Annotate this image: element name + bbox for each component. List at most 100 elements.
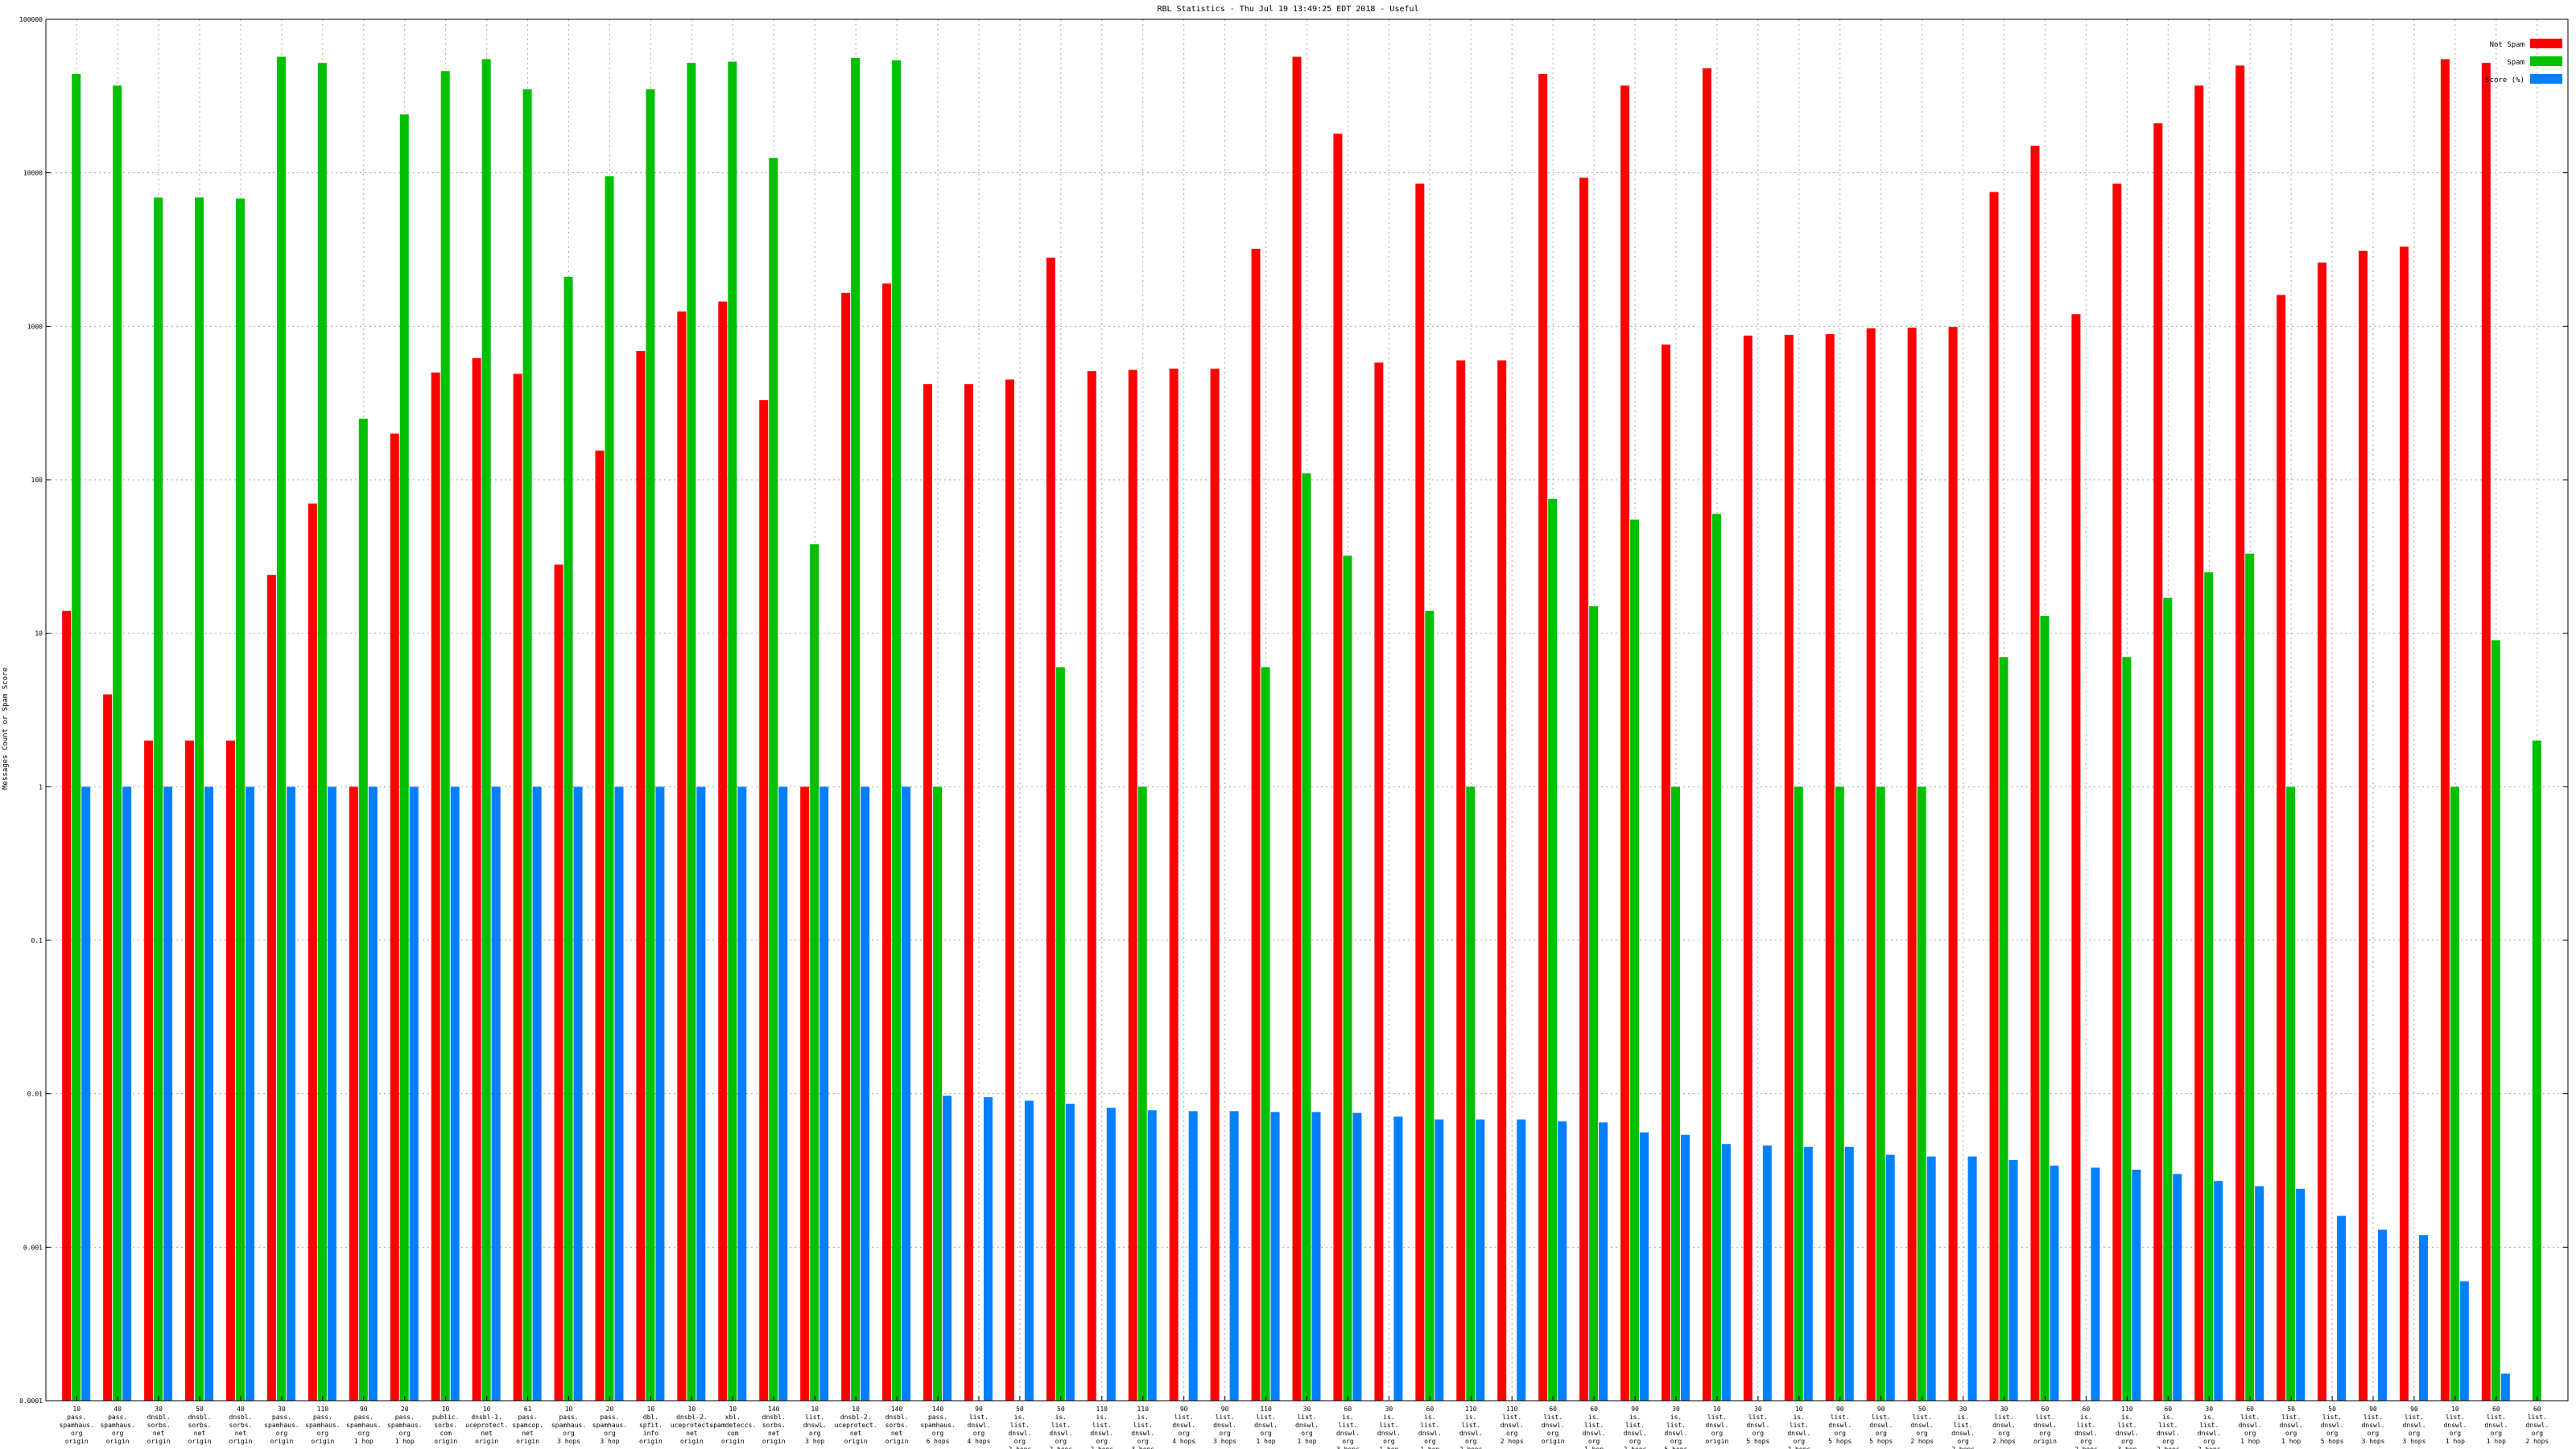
bar-2-45 — [1926, 1156, 1936, 1401]
x-tick-label: dnswl. — [1869, 1422, 1893, 1429]
bar-2-53 — [2255, 1186, 2264, 1401]
bar-0-47 — [1989, 192, 1999, 1402]
bar-0-28 — [1210, 368, 1220, 1401]
x-tick-label: pass. — [67, 1414, 86, 1421]
x-tick-label: dnswl. — [968, 1422, 991, 1429]
bar-1-51 — [2163, 597, 2173, 1401]
x-tick-label: list. — [1338, 1422, 1357, 1429]
x-tick-label: origin — [762, 1438, 786, 1445]
x-tick-label: net — [686, 1430, 698, 1437]
x-tick-label: org — [71, 1430, 83, 1437]
x-tick-label: net — [522, 1430, 534, 1437]
x-tick-label: 3 hop — [2117, 1446, 2136, 1449]
bar-0-51 — [2153, 123, 2163, 1401]
x-tick-label: org — [2080, 1438, 2092, 1445]
x-tick-label: is. — [2162, 1414, 2174, 1421]
x-tick-label: org — [1383, 1438, 1395, 1445]
bar-1-9 — [440, 71, 450, 1402]
bar-1-21 — [933, 786, 943, 1401]
x-tick-label: 1 hop — [2281, 1438, 2301, 1445]
x-tick-label: 61 — [524, 1406, 532, 1413]
x-tick-label: is. — [2203, 1414, 2215, 1421]
bar-0-25 — [1087, 371, 1096, 1401]
x-tick-label: list. — [2199, 1422, 2219, 1429]
bar-2-54 — [2296, 1188, 2306, 1401]
x-tick-label: net — [194, 1430, 206, 1437]
bar-0-44 — [1866, 328, 1876, 1402]
x-tick-label: is. — [1629, 1414, 1641, 1421]
x-tick-label: 2 hops — [2198, 1446, 2221, 1449]
x-tick-label: 3 hops — [1336, 1446, 1360, 1449]
x-tick-label: pass. — [108, 1414, 127, 1421]
x-tick-label: 40 — [237, 1406, 245, 1413]
bar-1-11 — [522, 89, 532, 1401]
x-tick-label: spamhaus. — [100, 1422, 134, 1429]
x-tick-label: origin — [1705, 1438, 1728, 1445]
x-tick-label: pass. — [600, 1414, 619, 1421]
legend-label-2: Score (%) — [2485, 76, 2524, 85]
x-tick-label: 10 — [1713, 1406, 1721, 1413]
x-tick-label: 1 hop — [1257, 1438, 1276, 1445]
bar-2-22 — [983, 1096, 993, 1401]
x-tick-label: origin — [680, 1438, 704, 1445]
bar-1-31 — [1343, 555, 1352, 1402]
bar-0-13 — [595, 450, 605, 1401]
bar-2-27 — [1188, 1111, 1198, 1401]
x-tick-label: org — [112, 1430, 124, 1437]
bar-2-2 — [163, 786, 173, 1401]
x-tick-label: is. — [2121, 1414, 2132, 1421]
x-tick-label: 60 — [1549, 1406, 1557, 1413]
x-tick-label: 110 — [1260, 1406, 1272, 1413]
x-tick-label: pass. — [272, 1414, 291, 1421]
x-tick-label: origin — [434, 1438, 457, 1445]
x-tick-label: org — [1506, 1430, 1518, 1437]
x-tick-label: org — [1465, 1438, 1477, 1445]
x-tick-label: 90 — [1836, 1406, 1844, 1413]
x-tick-label: 10 — [811, 1406, 819, 1413]
x-tick-label: 60 — [2533, 1406, 2541, 1413]
x-tick-label: is. — [1342, 1414, 1353, 1421]
bar-0-37 — [1579, 177, 1589, 1402]
x-tick-label: dnswl. — [1131, 1430, 1154, 1437]
x-tick-label: 50 — [1057, 1406, 1065, 1413]
x-tick-label: 1 hop — [2446, 1438, 2465, 1445]
x-tick-label: list. — [2528, 1414, 2547, 1421]
x-tick-label: 60 — [1344, 1406, 1352, 1413]
x-tick-label: origin — [65, 1438, 89, 1445]
x-tick-label: org — [2121, 1438, 2133, 1445]
bar-1-8 — [399, 114, 409, 1401]
x-tick-label: xbl. — [725, 1414, 741, 1421]
bar-0-48 — [2030, 146, 2040, 1402]
bar-2-50 — [2132, 1170, 2141, 1401]
bar-0-26 — [1128, 369, 1137, 1401]
x-tick-label: 90 — [1631, 1406, 1639, 1413]
bar-0-20 — [882, 283, 892, 1401]
x-tick-label: list. — [1994, 1414, 2013, 1421]
bar-2-34 — [1476, 1119, 1485, 1401]
x-tick-label: list. — [1133, 1422, 1153, 1429]
y-axis-ticks: 0.0001 0.001 0.01 0.1 1 10 100 1000 10000 100000 — [19, 16, 2568, 1405]
bar-2-33 — [1435, 1119, 1444, 1401]
bar-0-15 — [677, 311, 687, 1401]
x-tick-label: 60 — [2492, 1406, 2500, 1413]
x-tick-label: 30 — [1959, 1406, 1967, 1413]
x-tick-label: org — [2244, 1430, 2256, 1437]
bar-0-8 — [390, 433, 399, 1401]
x-tick-label: dnswl. — [2525, 1422, 2549, 1429]
bar-1-40 — [1711, 514, 1721, 1402]
x-tick-label: 2 hops — [2525, 1438, 2549, 1445]
bar-0-36 — [1538, 73, 1548, 1401]
x-tick-label: origin — [475, 1438, 498, 1445]
bar-2-39 — [1680, 1134, 1690, 1401]
bar-2-46 — [1967, 1156, 1977, 1401]
x-tick-label: 90 — [1877, 1406, 1885, 1413]
bar-2-6 — [327, 786, 336, 1401]
x-tick-label: org — [276, 1430, 288, 1437]
chart-title: RBL Statistics - Thu Jul 19 13:49:25 EDT… — [1157, 5, 1418, 14]
x-tick-label: origin — [844, 1438, 868, 1445]
x-tick-label: dnsbl. — [886, 1414, 909, 1421]
legend-label-0: Not Spam — [2490, 41, 2524, 49]
x-tick-label: list. — [1748, 1414, 1768, 1421]
x-tick-label: dnswl. — [1008, 1430, 1031, 1437]
x-tick-label: 10 — [688, 1406, 696, 1413]
